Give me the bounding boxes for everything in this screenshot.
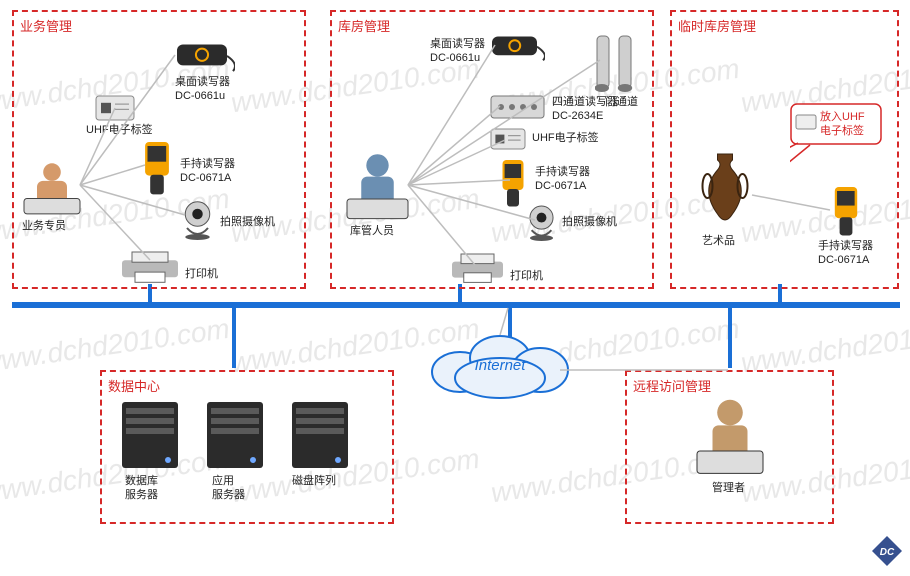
uhf-tag-icon xyxy=(490,128,526,150)
label-desk-reader: 桌面读写器DC-0661u xyxy=(175,76,230,104)
printer-icon xyxy=(120,250,180,284)
panel-title: 数据中心 xyxy=(108,376,160,395)
network-bus xyxy=(12,302,900,308)
svg-text:放入UHF: 放入UHF xyxy=(820,109,865,123)
label-desk-reader: 桌面读写器DC-0661u xyxy=(430,38,490,66)
label-printer: 打印机 xyxy=(510,270,543,284)
panel-title: 远程访问管理 xyxy=(633,376,711,395)
label-uhf-tag: UHF电子标签 xyxy=(532,132,599,146)
panel-title: 业务管理 xyxy=(20,16,72,35)
dc-logo-icon: DC xyxy=(872,536,902,566)
label-app-server: 应用服务器 xyxy=(212,475,272,503)
server-icon xyxy=(205,400,265,470)
vase-icon xyxy=(700,150,750,230)
printer-icon xyxy=(450,252,505,284)
four-channel-reader-icon xyxy=(490,95,545,119)
bus-stub xyxy=(232,308,236,368)
handheld-reader-icon xyxy=(830,185,862,237)
label-biz-person: 业务专员 xyxy=(22,220,66,234)
panel-title: 库房管理 xyxy=(338,16,390,35)
camera-icon xyxy=(525,205,558,241)
svg-text:Internet: Internet xyxy=(475,357,527,374)
label-handheld: 手持读写器DC-0671A xyxy=(535,166,590,194)
camera-icon xyxy=(180,200,215,240)
label-camera: 拍照摄像机 xyxy=(220,216,275,230)
server-icon xyxy=(120,400,180,470)
label-uhf-tag: UHF电子标签 xyxy=(86,124,153,138)
bus-stub xyxy=(728,308,732,368)
callout-icon: 放入UHF 电子标签 xyxy=(790,103,902,175)
svg-text:电子标签: 电子标签 xyxy=(820,123,864,137)
label-handheld: 手持读写器DC-0671A xyxy=(180,158,235,186)
person-icon xyxy=(345,150,410,220)
gate-icon xyxy=(595,32,635,92)
label-art: 艺术品 xyxy=(702,235,735,249)
label-store-person: 库管人员 xyxy=(350,225,394,239)
handheld-reader-icon xyxy=(140,140,174,196)
person-icon xyxy=(695,395,765,475)
svg-text:DC: DC xyxy=(880,547,895,558)
label-disk-array: 磁盘阵列 xyxy=(292,475,352,489)
internet-cloud: Internet xyxy=(420,330,580,400)
label-db-server: 数据库服务器 xyxy=(125,475,185,503)
person-icon xyxy=(22,160,82,215)
uhf-tag-icon xyxy=(95,95,135,121)
label-camera: 拍照摄像机 xyxy=(562,216,617,230)
label-fourch: 四通道读写器DC-2634E xyxy=(552,96,618,124)
panel-title: 临时库房管理 xyxy=(678,16,756,35)
label-printer: 打印机 xyxy=(185,268,218,282)
label-manager: 管理者 xyxy=(712,482,745,496)
desk-reader-icon xyxy=(490,28,545,62)
handheld-reader-icon xyxy=(498,158,528,208)
desk-reader-icon xyxy=(175,35,235,73)
server-icon xyxy=(290,400,350,470)
label-handheld: 手持读写器DC-0671A xyxy=(818,240,873,268)
